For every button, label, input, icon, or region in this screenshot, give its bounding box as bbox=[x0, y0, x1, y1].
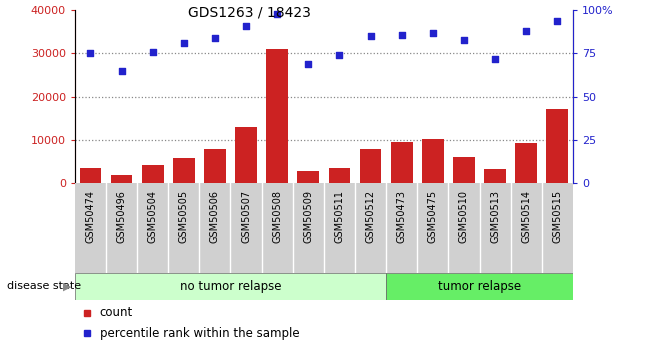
Text: percentile rank within the sample: percentile rank within the sample bbox=[100, 327, 299, 340]
Bar bbox=[298, 171, 319, 183]
Point bbox=[552, 18, 562, 23]
Text: GSM50496: GSM50496 bbox=[117, 190, 126, 243]
Bar bbox=[235, 127, 257, 183]
Point bbox=[303, 61, 314, 67]
Text: GSM50505: GSM50505 bbox=[179, 190, 189, 243]
Bar bbox=[359, 149, 381, 183]
Bar bbox=[79, 168, 102, 183]
Text: GSM50515: GSM50515 bbox=[552, 190, 562, 243]
Point bbox=[396, 32, 407, 37]
Point bbox=[117, 68, 127, 73]
Text: GSM50510: GSM50510 bbox=[459, 190, 469, 243]
Bar bbox=[516, 143, 537, 183]
Bar bbox=[266, 49, 288, 183]
Bar bbox=[111, 175, 132, 183]
Bar bbox=[75, 273, 386, 300]
Bar bbox=[386, 273, 573, 300]
Text: no tumor relapse: no tumor relapse bbox=[180, 280, 281, 293]
Point bbox=[272, 11, 283, 17]
Text: GSM50508: GSM50508 bbox=[272, 190, 282, 243]
Bar bbox=[484, 169, 506, 183]
Point bbox=[490, 56, 500, 61]
Bar bbox=[391, 142, 413, 183]
Text: disease state: disease state bbox=[7, 282, 81, 291]
Text: GSM50513: GSM50513 bbox=[490, 190, 500, 243]
Bar bbox=[204, 149, 226, 183]
Text: GSM50509: GSM50509 bbox=[303, 190, 313, 243]
Bar bbox=[546, 109, 568, 183]
Bar bbox=[329, 168, 350, 183]
Text: GSM50506: GSM50506 bbox=[210, 190, 220, 243]
Text: GSM50474: GSM50474 bbox=[85, 190, 96, 243]
Text: GSM50507: GSM50507 bbox=[241, 190, 251, 243]
Point bbox=[148, 49, 158, 55]
Point bbox=[334, 52, 344, 58]
Point bbox=[428, 30, 438, 36]
Point bbox=[521, 28, 531, 34]
Bar bbox=[173, 158, 195, 183]
Text: tumor relapse: tumor relapse bbox=[438, 280, 521, 293]
Text: GSM50475: GSM50475 bbox=[428, 190, 438, 243]
Bar bbox=[422, 139, 444, 183]
Text: GSM50514: GSM50514 bbox=[521, 190, 531, 243]
Point bbox=[210, 35, 220, 41]
Text: GSM50504: GSM50504 bbox=[148, 190, 158, 243]
Text: GSM50511: GSM50511 bbox=[335, 190, 344, 243]
Point bbox=[365, 33, 376, 39]
Bar bbox=[453, 157, 475, 183]
Point bbox=[85, 51, 96, 56]
Point bbox=[459, 37, 469, 42]
Text: GDS1263 / 18423: GDS1263 / 18423 bbox=[187, 5, 311, 19]
Text: GSM50512: GSM50512 bbox=[366, 190, 376, 243]
Text: GSM50473: GSM50473 bbox=[396, 190, 407, 243]
Point bbox=[178, 40, 189, 46]
Text: ▶: ▶ bbox=[63, 282, 72, 291]
Text: count: count bbox=[100, 306, 133, 319]
Bar bbox=[142, 165, 163, 183]
Point bbox=[241, 23, 251, 29]
